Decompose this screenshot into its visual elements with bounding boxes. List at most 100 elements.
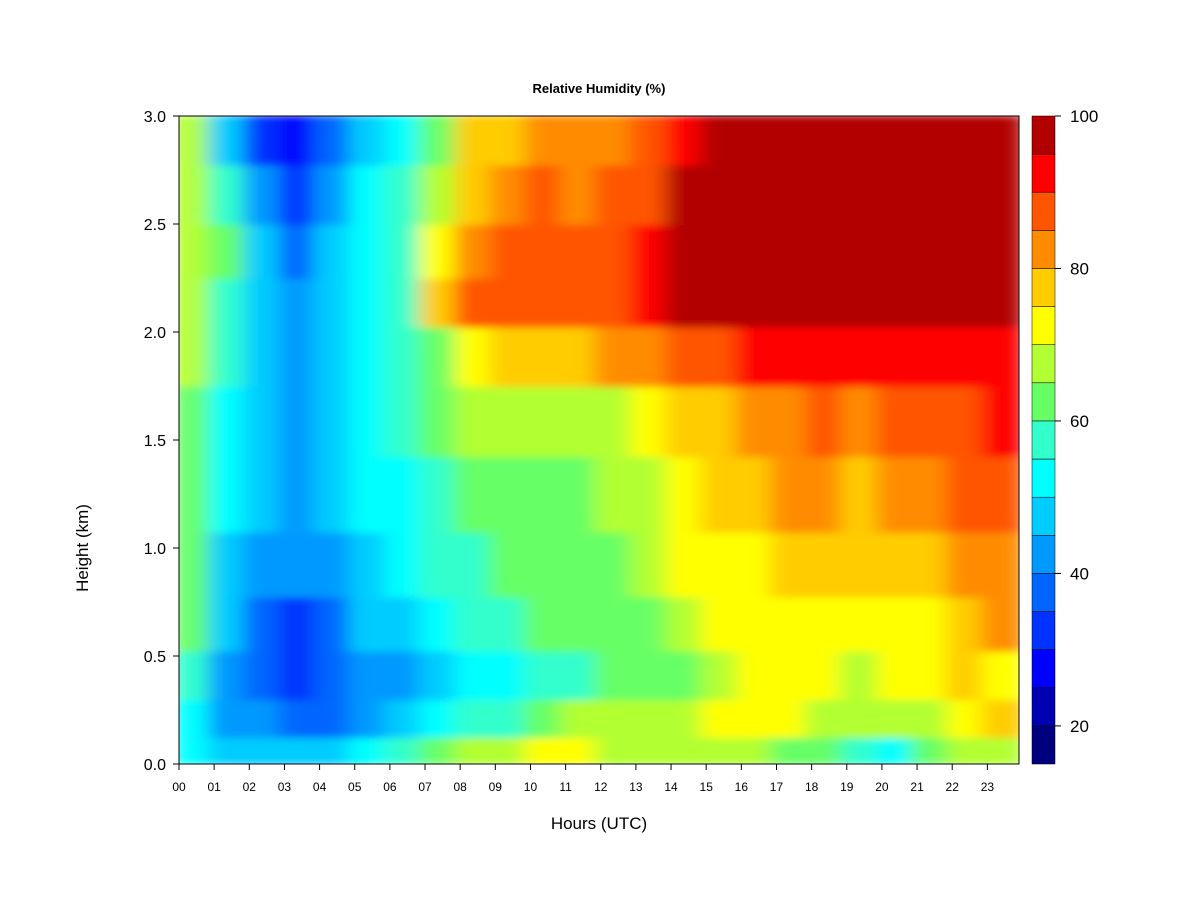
heatmap-cell [805,223,848,279]
heatmap-cell [524,698,567,738]
heatmap-cell [594,595,637,652]
heatmap-cell [524,325,567,387]
heatmap-cell [278,325,321,387]
x-axis: 00 01 02 03 04 05 06 07 08 09 10 11 12 13 14 15 16 17 18 19… [172,764,994,794]
heatmap-cell [629,223,672,279]
heatmap-cell [735,325,778,387]
heatmap-cell [208,736,251,764]
heatmap-cell [313,325,356,387]
heatmap-cell [875,385,918,458]
heatmap-cell [524,595,567,652]
colorbar-swatch [1031,382,1056,422]
heatmap-cell [348,530,391,598]
heatmap-cell [594,385,637,458]
heatmap-cell [735,698,778,738]
heatmap-cell [981,385,1019,458]
colorbar-swatch [1031,458,1056,498]
heatmap-cell [489,455,532,533]
heatmap-cell [981,530,1019,598]
x-tick-label: 06 [383,780,397,794]
heatmap-cell [208,530,251,598]
heatmap-cell [348,277,391,328]
heatmap-cell [770,595,813,652]
x-tick-label: 23 [981,780,995,794]
heatmap-cell [875,116,918,166]
heatmap-cell [840,385,883,458]
heatmap-cell [454,277,497,328]
heatmap-cell [559,385,602,458]
heatmap-cell [770,530,813,598]
heatmap-cell [700,530,743,598]
y-tick-label: 2.5 [144,217,166,234]
colorbar [1031,115,1056,765]
heatmap-cell [665,595,708,652]
heatmap-cell [770,277,813,328]
heatmap-cell [946,595,989,652]
heatmap-cell [419,277,462,328]
heatmap-cell [805,385,848,458]
heatmap-cell [911,223,954,279]
x-tick-label: 02 [243,780,257,794]
x-tick-label: 03 [278,780,292,794]
heatmap-cell [629,325,672,387]
heatmap-cell [278,277,321,328]
heatmap-cell [700,277,743,328]
heatmap-cell [770,385,813,458]
colorbar-tick-label: 60 [1070,412,1089,431]
x-tick-label: 07 [418,780,432,794]
heatmap-cell [489,736,532,764]
heatmap-cell [594,649,637,701]
heatmap-cell [911,325,954,387]
heatmap-cell [243,736,286,764]
colorbar-tick-label: 40 [1070,564,1089,583]
heatmap-cell [419,116,462,166]
colorbar-tick-label: 80 [1070,259,1089,278]
x-tick-label: 00 [172,780,186,794]
x-tick-label: 11 [559,780,572,794]
heatmap-cell [946,223,989,279]
heatmap-cell [243,223,286,279]
heatmap-cell [594,116,637,166]
heatmap-cell [840,595,883,652]
heatmap-cell [840,649,883,701]
colorbar-ticks: 20 40 60 80 100 [1055,107,1098,736]
heatmap-cell [489,385,532,458]
heatmap-cell [524,277,567,328]
colorbar-swatch [1031,687,1056,727]
heatmap-cell [524,163,567,225]
colorbar-swatch [1031,535,1056,574]
heatmap-cell [770,116,813,166]
heatmap-cell [208,223,251,279]
heatmap-cell [454,595,497,652]
heatmap-cell [840,530,883,598]
heatmap-cell [243,649,286,701]
heatmap-cell [946,116,989,166]
heatmap-cell [594,163,637,225]
colorbar-swatch [1031,649,1056,688]
heatmap-cell [419,385,462,458]
x-tick-label: 20 [875,780,889,794]
x-tick-label: 05 [348,780,362,794]
heatmap-cell [805,116,848,166]
y-tick-label: 3.0 [144,109,166,126]
heatmap-cell [981,277,1019,328]
heatmap-cell [454,163,497,225]
heatmap-cell [208,698,251,738]
heatmap-cell [559,698,602,738]
x-tick-label: 08 [453,780,467,794]
heatmap-cell [594,698,637,738]
heatmap-cell [875,163,918,225]
heatmap-cell [805,595,848,652]
heatmap-cell [981,116,1019,166]
heatmap-cell [419,223,462,279]
heatmap-cell [629,530,672,598]
heatmap-cell [840,736,883,764]
heatmap-cell [278,595,321,652]
heatmap-cell [875,530,918,598]
heatmap-cell [559,649,602,701]
heatmap-cell [840,325,883,387]
x-tick-label: 13 [629,780,643,794]
heatmap-cell [875,455,918,533]
heatmap-cell [278,116,321,166]
